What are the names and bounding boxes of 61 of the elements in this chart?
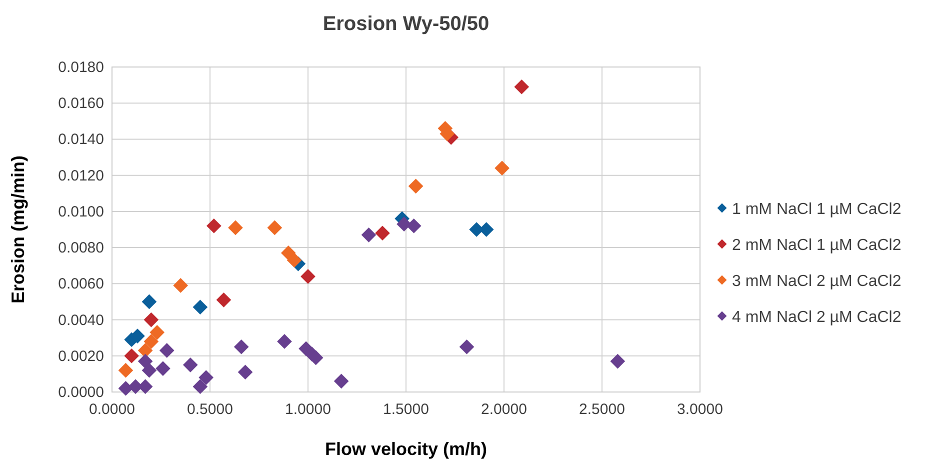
point: [300, 269, 316, 284]
y-tick-label: 0.0160: [58, 95, 104, 112]
chart-title: Erosion Wy-50/50: [322, 13, 490, 35]
point: [173, 278, 188, 293]
point: [118, 362, 134, 378]
y-tick-label: 0.0180: [58, 59, 104, 76]
y-tick-label: 0.0120: [58, 167, 104, 184]
point: [610, 354, 626, 369]
point: [277, 334, 292, 349]
x-tick-label: 0.0000: [89, 401, 135, 418]
legend-label: 1 mM NaCl 1 µM CaCl2: [732, 201, 902, 218]
x-tick-label: 3.0000: [677, 401, 723, 418]
point: [159, 343, 174, 358]
point: [216, 292, 232, 308]
x-tick-label: 2.0000: [481, 401, 527, 418]
point: [280, 246, 296, 260]
y-tick-label: 0.0060: [58, 276, 104, 293]
point: [408, 178, 424, 194]
y-tick-label: 0.0000: [58, 384, 104, 401]
point: [361, 228, 376, 242]
x-tick-label: 0.5000: [187, 401, 233, 418]
point: [494, 160, 510, 176]
legend-label: 3 mM NaCl 2 µM CaCl2: [732, 273, 902, 290]
point: [514, 79, 530, 94]
point: [198, 370, 214, 385]
x-tick-label: 2.5000: [579, 401, 625, 418]
point: [142, 362, 157, 378]
point: [406, 218, 422, 234]
legend-label: 2 mM NaCl 1 µM CaCl2: [732, 237, 902, 254]
point: [234, 339, 249, 354]
point: [150, 325, 164, 340]
y-tick-label: 0.0040: [58, 312, 104, 329]
point: [286, 252, 302, 268]
point: [156, 361, 170, 376]
y-tick-label: 0.0020: [58, 348, 104, 365]
point: [192, 300, 208, 315]
y-tick-label: 0.0080: [58, 240, 104, 257]
point: [334, 374, 349, 389]
point: [228, 220, 243, 236]
point: [267, 220, 282, 236]
point: [142, 294, 157, 310]
point: [238, 364, 253, 380]
point: [308, 350, 324, 366]
x-axis-title: Flow velocity (m/h): [324, 439, 488, 459]
point: [459, 339, 474, 354]
point: [138, 354, 153, 369]
y-tick-label: 0.0140: [58, 131, 104, 148]
point: [118, 380, 134, 396]
point: [124, 348, 140, 364]
x-tick-label: 1.0000: [285, 401, 331, 418]
point: [375, 226, 390, 241]
y-axis-title: Erosion (mg/min): [8, 155, 28, 304]
point: [182, 358, 198, 372]
y-tick-label: 0.0100: [58, 203, 104, 220]
point: [144, 334, 159, 349]
point: [192, 379, 208, 394]
point: [138, 343, 153, 358]
x-tick-label: 1.5000: [383, 401, 429, 418]
legend-label: 4 mM NaCl 2 µM CaCl2: [732, 309, 902, 326]
point: [206, 218, 222, 234]
point: [144, 312, 159, 328]
